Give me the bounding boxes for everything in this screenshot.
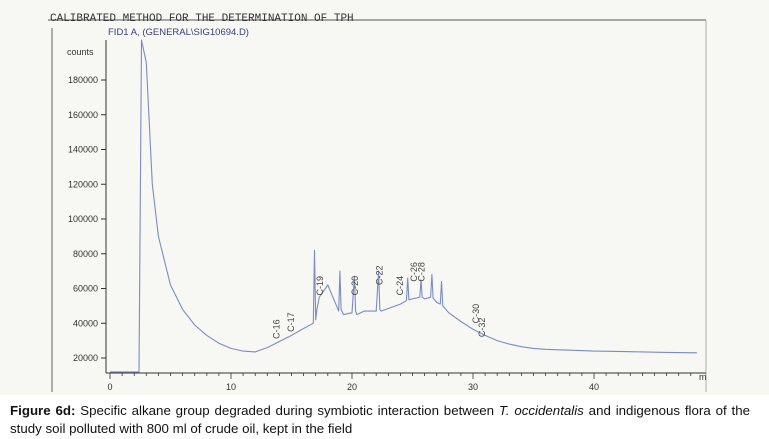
peak-label: C-17 bbox=[286, 312, 296, 332]
peak-label: C-19 bbox=[315, 276, 325, 296]
x-axis-unit: m bbox=[699, 372, 707, 382]
peak-label: C-30 bbox=[471, 304, 481, 324]
figure-caption: Figure 6d: Specific alkane group degrade… bbox=[10, 402, 750, 438]
x-tick-label: 30 bbox=[468, 382, 478, 392]
y-axis-ticks: 20000 40000 60000 80000 100000 120000 140000 16… bbox=[68, 75, 106, 363]
peak-label: C-24 bbox=[395, 276, 405, 296]
figure-label: Figure 6d: bbox=[10, 403, 76, 418]
peak-label: C-28 bbox=[417, 262, 427, 282]
chart-title: CALIBRATED METHOD FOR THE DETERMINATION … bbox=[50, 13, 354, 25]
caption-text-before: Specific alkane group degraded during sy… bbox=[75, 403, 499, 418]
y-tick-label: 100000 bbox=[68, 214, 98, 224]
y-tick-label: 20000 bbox=[73, 353, 98, 363]
scanned-chromatogram: CALIBRATED METHOD FOR THE DETERMINATION … bbox=[0, 0, 769, 395]
peak-label: C-32 bbox=[477, 318, 487, 338]
x-tick-label: 10 bbox=[226, 382, 236, 392]
x-tick-label: 20 bbox=[347, 382, 357, 392]
y-tick-label: 80000 bbox=[73, 249, 98, 259]
y-tick-label: 60000 bbox=[73, 284, 98, 294]
peak-label: C-20 bbox=[350, 276, 360, 296]
peak-label: C-16 bbox=[271, 319, 281, 339]
chart-subtitle: FID1 A, (GENERAL\SIG10694.D) bbox=[108, 27, 249, 38]
y-tick-label: 120000 bbox=[68, 179, 98, 189]
caption-text-after: and indigenous flora of the study soil p… bbox=[10, 403, 750, 436]
y-tick-label: 40000 bbox=[73, 318, 98, 328]
y-axis-label: counts bbox=[67, 47, 94, 57]
series-layer bbox=[110, 39, 697, 373]
peak-label: C-22 bbox=[374, 266, 384, 286]
y-tick-label: 180000 bbox=[68, 75, 98, 85]
caption-species: T. occidentalis bbox=[498, 403, 584, 418]
y-tick-label: 140000 bbox=[68, 145, 98, 155]
x-tick-label: 0 bbox=[107, 382, 112, 392]
x-axis-ticks: 0 10 20 30 40 bbox=[107, 373, 692, 392]
x-tick-label: 40 bbox=[589, 382, 599, 392]
peak-labels: C-16 C-17 C-19 C-20 C-22 C-24 C-26C-28 C-30C-32 bbox=[271, 262, 487, 339]
series-line bbox=[110, 39, 697, 373]
y-tick-label: 160000 bbox=[68, 110, 98, 120]
chromatogram-chart: CALIBRATED METHOD FOR THE DETERMINATION … bbox=[48, 13, 707, 392]
peak-label: C-26 bbox=[409, 262, 419, 282]
